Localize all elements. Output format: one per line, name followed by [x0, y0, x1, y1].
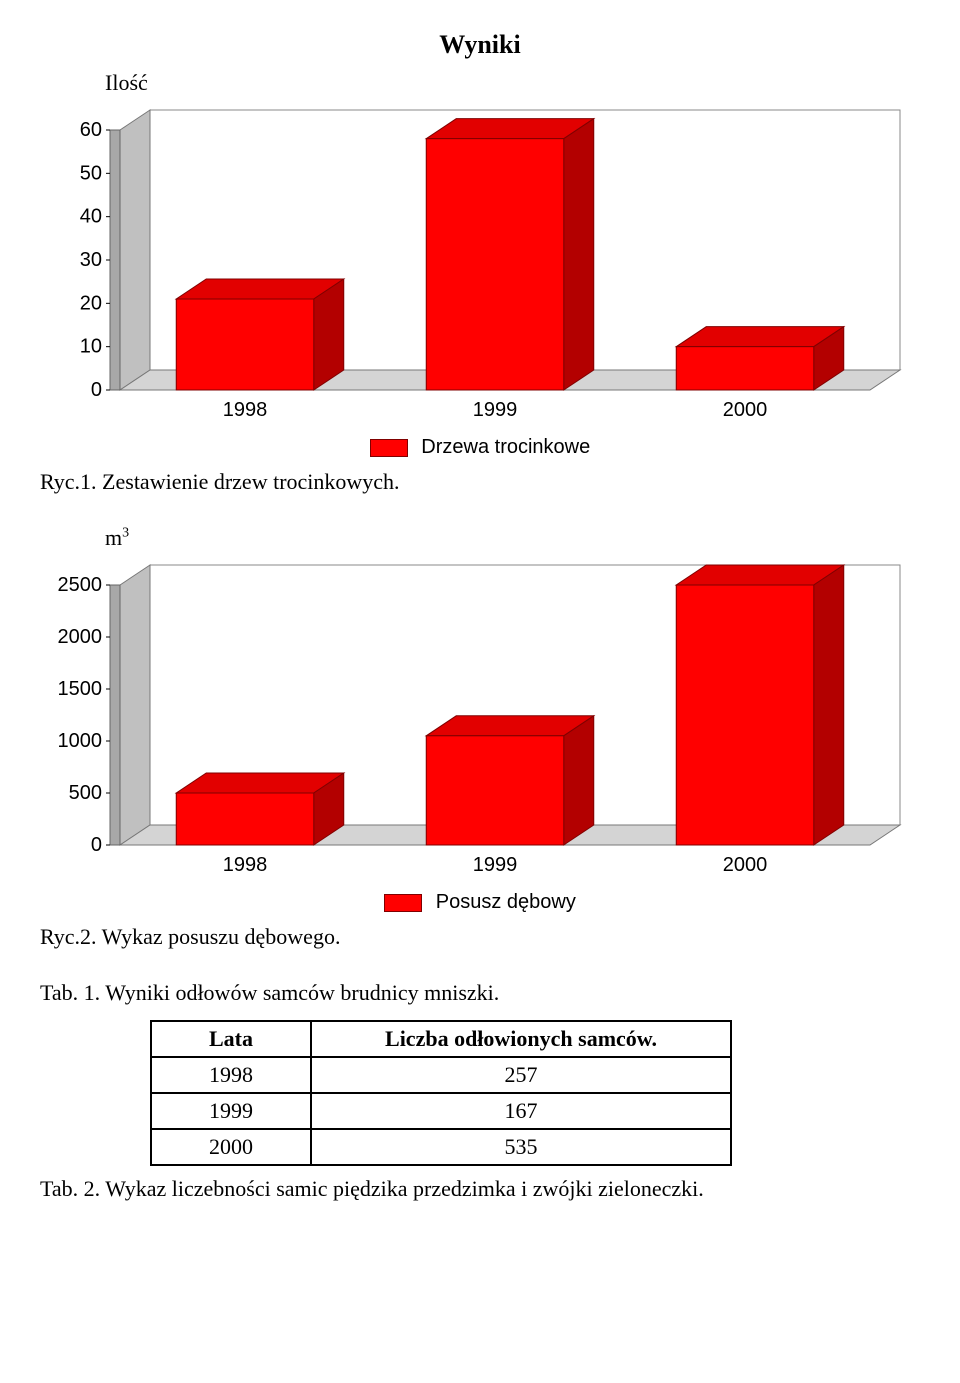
svg-text:2000: 2000 [723, 399, 768, 421]
chart1-legend: Drzewa trocinkowe [40, 436, 920, 459]
svg-text:20: 20 [80, 292, 102, 314]
chart1-caption: Ryc.1. Zestawienie drzew trocinkowych. [40, 469, 920, 495]
svg-text:1999: 1999 [473, 399, 518, 421]
table-cell: 1998 [151, 1057, 311, 1093]
table-cell: 2000 [151, 1129, 311, 1165]
svg-text:1998: 1998 [223, 854, 268, 876]
svg-text:1999: 1999 [473, 854, 518, 876]
svg-text:2000: 2000 [58, 626, 103, 648]
svg-text:1000: 1000 [58, 730, 103, 752]
chart2-legend: Posusz dębowy [40, 891, 920, 914]
svg-text:0: 0 [91, 834, 102, 856]
table-row: 1999167 [151, 1093, 731, 1129]
table1-header: Lata [151, 1021, 311, 1057]
table1-header: Liczba odłowionych samców. [311, 1021, 731, 1057]
chart2-axis-title-base: m [105, 525, 122, 550]
table-row: 1998257 [151, 1057, 731, 1093]
chart2-legend-swatch [384, 894, 422, 912]
table1-caption: Tab. 1. Wyniki odłowów samców brudnicy m… [40, 980, 920, 1006]
svg-text:2500: 2500 [58, 574, 103, 596]
svg-text:500: 500 [69, 782, 102, 804]
chart2-container: 0 500 1000 1500 2000 2500 1998 1999 2000 Posusz … [40, 555, 920, 914]
svg-text:1500: 1500 [58, 678, 103, 700]
footer-line: Tab. 2. Wykaz liczebności samic piędzika… [40, 1176, 920, 1202]
table-cell: 167 [311, 1093, 731, 1129]
svg-text:30: 30 [80, 249, 102, 271]
svg-text:60: 60 [80, 119, 102, 141]
table1: LataLiczba odłowionych samców.1998257199… [150, 1020, 732, 1166]
chart1-axis-title: Ilość [105, 70, 920, 96]
svg-text:10: 10 [80, 336, 102, 358]
table-cell: 535 [311, 1129, 731, 1165]
svg-text:50: 50 [80, 162, 102, 184]
svg-text:1998: 1998 [223, 399, 268, 421]
chart2-legend-label: Posusz dębowy [436, 891, 576, 913]
chart2-axis-title-sup: 3 [122, 526, 129, 541]
table-cell: 257 [311, 1057, 731, 1093]
page-title: Wyniki [40, 30, 920, 60]
table-row: 2000535 [151, 1129, 731, 1165]
chart1-legend-label: Drzewa trocinkowe [421, 436, 590, 458]
svg-text:2000: 2000 [723, 854, 768, 876]
chart2-axis-title: m3 [105, 525, 920, 551]
table-cell: 1999 [151, 1093, 311, 1129]
svg-text:0: 0 [91, 379, 102, 401]
chart2-svg: 0 500 1000 1500 2000 2500 1998 1999 2000 [40, 555, 920, 885]
svg-text:40: 40 [80, 206, 102, 228]
chart1-svg: 0 10 20 30 40 50 60 1998 1999 2000 [40, 100, 920, 430]
chart2-caption: Ryc.2. Wykaz posuszu dębowego. [40, 924, 920, 950]
chart1-legend-swatch [370, 439, 408, 457]
chart1-container: 0 10 20 30 40 50 60 1998 1999 2000 Drzewa trocink… [40, 100, 920, 459]
